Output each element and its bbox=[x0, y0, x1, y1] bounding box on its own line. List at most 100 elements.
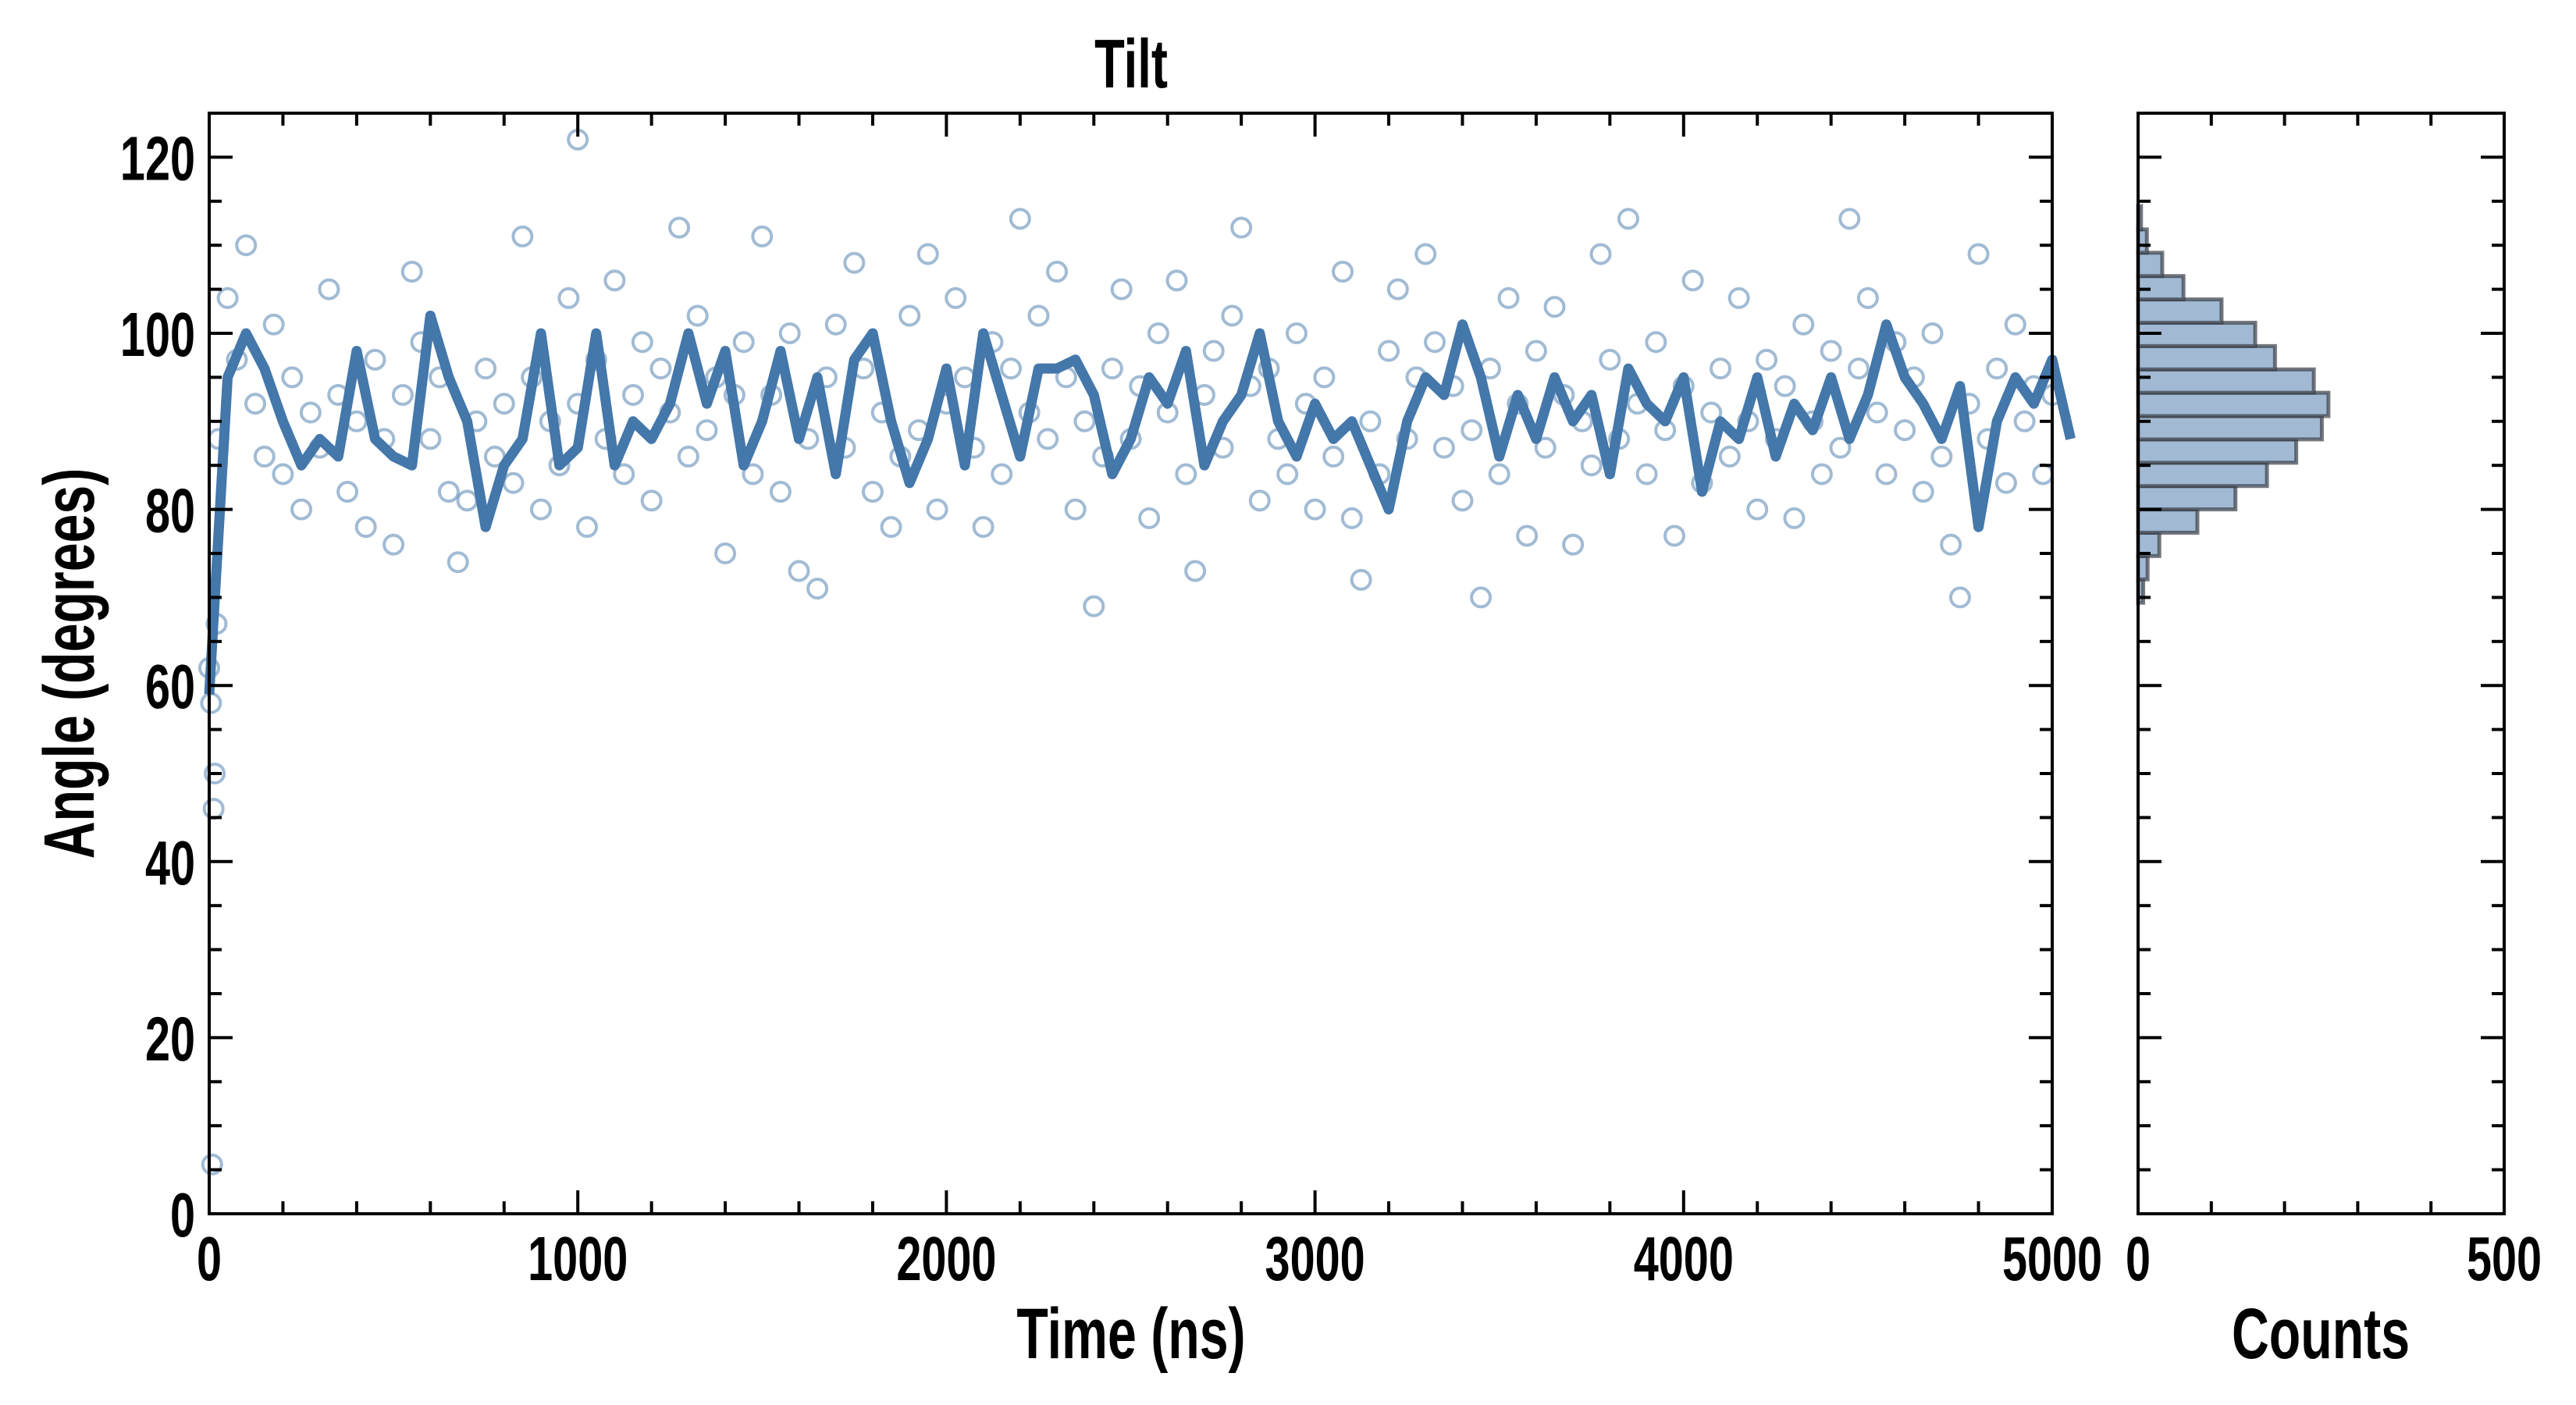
scatter-point bbox=[281, 366, 304, 389]
scatter-point bbox=[1340, 507, 1363, 529]
scatter-point bbox=[1921, 322, 1944, 344]
scatter-plot-area bbox=[198, 128, 2076, 1176]
scatter-point bbox=[1073, 410, 1096, 432]
y-tick-label: 40 bbox=[145, 827, 195, 898]
scatter-point bbox=[1783, 507, 1806, 529]
scatter-point bbox=[290, 498, 313, 521]
scatter-point bbox=[235, 234, 258, 257]
scatter-point bbox=[778, 322, 801, 344]
scatter-point bbox=[1322, 445, 1345, 468]
scatter-point bbox=[493, 393, 515, 415]
scatter-point bbox=[1332, 261, 1354, 283]
scatter-point bbox=[742, 463, 764, 486]
scatter-point bbox=[1175, 463, 1197, 486]
scatter-point bbox=[1414, 243, 1437, 265]
x-axis-label: Time (ns) bbox=[1016, 1293, 1245, 1373]
scatter-point bbox=[437, 481, 460, 503]
x-tick-label: 2000 bbox=[896, 1224, 996, 1294]
scatter-point bbox=[824, 313, 847, 336]
scatter-point bbox=[972, 516, 994, 539]
scatter-point bbox=[603, 269, 626, 292]
scatter-point bbox=[456, 489, 479, 512]
scatter-point bbox=[1710, 357, 1732, 380]
scatter-point bbox=[1248, 489, 1271, 512]
scatter-point bbox=[1027, 304, 1050, 327]
scatter-point bbox=[1562, 533, 1585, 556]
scatter-point bbox=[1516, 525, 1539, 547]
histogram-bar bbox=[2136, 461, 2269, 489]
scatter-point bbox=[272, 463, 294, 486]
scatter-point bbox=[1681, 269, 1704, 292]
scatter-point bbox=[1046, 261, 1069, 283]
scatter-point bbox=[1451, 489, 1474, 512]
x-tick-label: 3000 bbox=[1265, 1224, 1365, 1294]
scatter-point bbox=[2004, 313, 2026, 336]
scatter-point bbox=[1304, 498, 1326, 521]
hist-x-tick-label: 500 bbox=[2467, 1224, 2542, 1294]
scatter-point bbox=[1386, 278, 1409, 301]
histogram-bar bbox=[2136, 343, 2277, 372]
histogram-bar bbox=[2136, 390, 2331, 418]
scatter-point bbox=[1589, 243, 1612, 265]
scatter-point bbox=[1285, 322, 1308, 344]
scatter-point bbox=[1580, 454, 1603, 477]
scatter-point bbox=[686, 304, 709, 327]
scatter-point bbox=[529, 498, 552, 521]
scatter-point bbox=[202, 798, 225, 820]
axis-ticks bbox=[208, 112, 2506, 1215]
tick-labels: 0 1000 2000 3000 4000 5000 0 20 40 60 80 100 120 0 500 bbox=[120, 123, 2542, 1293]
scatter-point bbox=[1534, 436, 1557, 459]
scatter-point bbox=[1110, 278, 1133, 301]
x-tick-label: 5000 bbox=[2002, 1224, 2102, 1294]
scatter-point bbox=[1756, 348, 1778, 371]
scatter-point bbox=[1866, 401, 1888, 424]
scatter-point bbox=[1230, 216, 1253, 239]
scatter-point bbox=[1894, 419, 1916, 442]
hist-x-axis-label: Counts bbox=[2232, 1293, 2410, 1373]
scatter-point bbox=[1994, 471, 2017, 494]
scatter-point bbox=[244, 393, 267, 415]
scatter-point bbox=[1432, 436, 1455, 459]
scatter-point bbox=[898, 304, 921, 327]
scatter-point bbox=[1313, 366, 1336, 389]
scatter-point bbox=[1617, 208, 1639, 230]
scatter-point bbox=[1810, 463, 1833, 486]
scatter-point bbox=[1497, 286, 1520, 309]
scatter-point bbox=[336, 481, 359, 503]
scatter-point bbox=[1101, 357, 1123, 380]
scatter-point bbox=[1940, 533, 1962, 556]
scatter-point bbox=[200, 692, 222, 714]
scatter-point bbox=[732, 331, 755, 354]
scatter-point bbox=[391, 383, 414, 406]
scatter-point bbox=[1820, 340, 1842, 362]
scatter-point bbox=[382, 533, 405, 556]
scatter-point bbox=[843, 251, 866, 274]
scatter-point bbox=[714, 542, 737, 564]
histogram-bar bbox=[2136, 414, 2324, 442]
scatter-point bbox=[1635, 463, 1658, 486]
chart-title: Tilt bbox=[1094, 27, 1168, 103]
scatter-point bbox=[806, 578, 829, 600]
scatter-point bbox=[318, 278, 340, 301]
main-axes-frame bbox=[208, 112, 2054, 1215]
scatter-point bbox=[354, 516, 377, 539]
scatter-point bbox=[1746, 498, 1769, 521]
scatter-point bbox=[640, 489, 663, 512]
scatter-point bbox=[204, 763, 226, 784]
scatter-point bbox=[502, 471, 525, 494]
scatter-point bbox=[216, 286, 239, 309]
scatter-point bbox=[1774, 375, 1796, 397]
y-tick-label: 0 bbox=[170, 1180, 195, 1250]
scatter-point bbox=[1838, 208, 1861, 230]
scatter-point bbox=[1221, 304, 1244, 327]
scatter-point bbox=[557, 286, 580, 309]
scatter-point bbox=[253, 445, 276, 468]
scatter-point bbox=[201, 1153, 223, 1176]
scatter-point bbox=[1599, 348, 1621, 371]
scatter-point bbox=[622, 383, 645, 406]
scatter-point bbox=[1461, 419, 1483, 442]
scatter-point bbox=[991, 463, 1013, 486]
scatter-point bbox=[788, 560, 810, 582]
scatter-point bbox=[613, 463, 635, 486]
y-tick-label: 20 bbox=[145, 1004, 195, 1074]
